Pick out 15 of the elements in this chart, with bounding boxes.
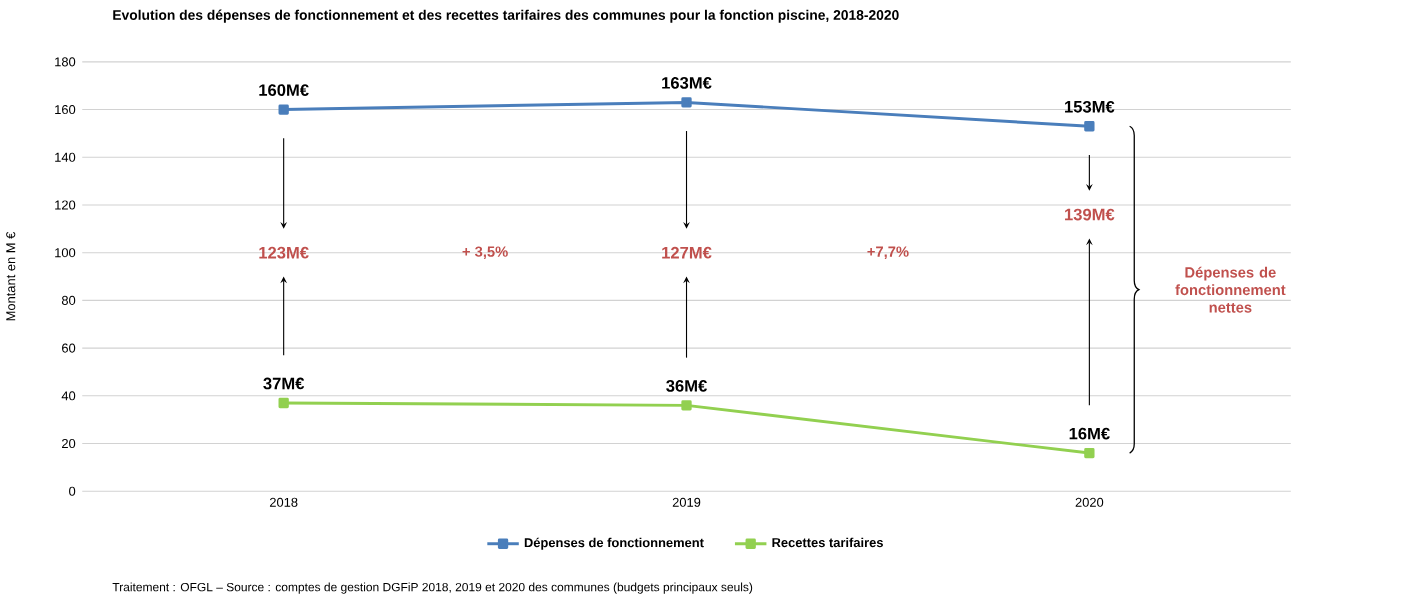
annotation: 123M€ [259,247,309,259]
point [681,97,692,108]
data-label: 153M€ [1065,101,1115,113]
data-label: 16M€ [1069,428,1110,440]
data-label: 163M€ [662,77,712,90]
data-label: 37M€ [263,377,305,390]
data-label: 36M€ [666,380,707,393]
data-label: 160M€ [259,84,309,97]
point [1084,121,1095,132]
point [278,104,289,116]
point [681,400,692,411]
point [1084,448,1095,459]
annotation: 139M€ [1065,208,1115,221]
annotation: 127M€ [662,247,712,259]
point [278,398,289,409]
